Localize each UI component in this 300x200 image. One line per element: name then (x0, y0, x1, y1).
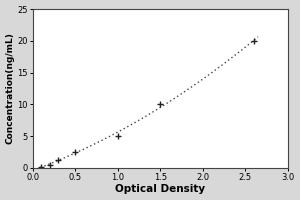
Y-axis label: Concentration(ng/mL): Concentration(ng/mL) (6, 32, 15, 144)
X-axis label: Optical Density: Optical Density (115, 184, 205, 194)
